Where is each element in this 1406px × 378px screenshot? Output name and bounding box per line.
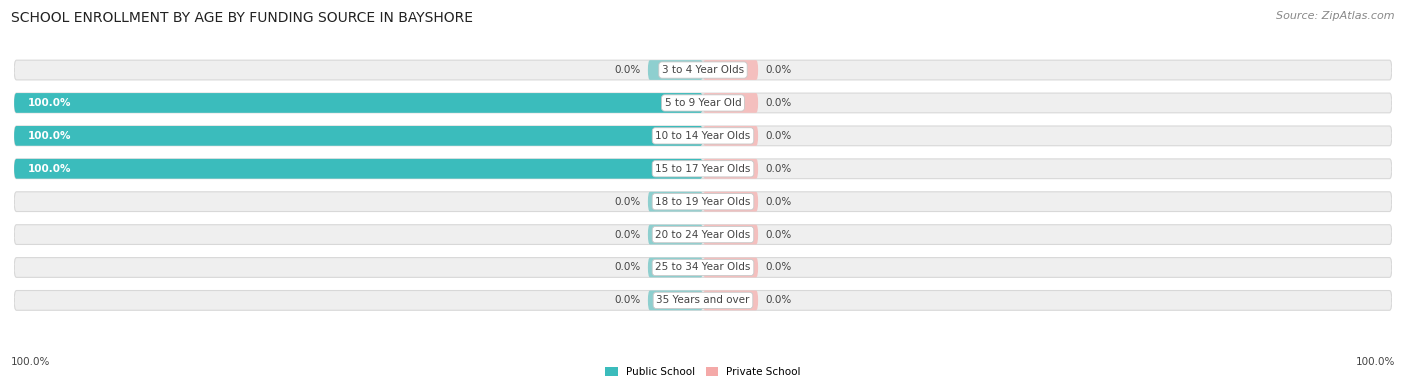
FancyBboxPatch shape: [703, 60, 758, 80]
Text: 0.0%: 0.0%: [765, 262, 792, 273]
Text: 5 to 9 Year Old: 5 to 9 Year Old: [665, 98, 741, 108]
Text: 0.0%: 0.0%: [765, 164, 792, 174]
Text: 100.0%: 100.0%: [28, 131, 72, 141]
Text: 0.0%: 0.0%: [614, 229, 641, 240]
Text: 10 to 14 Year Olds: 10 to 14 Year Olds: [655, 131, 751, 141]
FancyBboxPatch shape: [14, 192, 1392, 212]
FancyBboxPatch shape: [14, 258, 1392, 277]
Text: 3 to 4 Year Olds: 3 to 4 Year Olds: [662, 65, 744, 75]
FancyBboxPatch shape: [648, 192, 703, 212]
Text: 0.0%: 0.0%: [614, 197, 641, 207]
FancyBboxPatch shape: [648, 291, 703, 310]
Text: Source: ZipAtlas.com: Source: ZipAtlas.com: [1277, 11, 1395, 21]
Text: 100.0%: 100.0%: [28, 98, 72, 108]
Text: SCHOOL ENROLLMENT BY AGE BY FUNDING SOURCE IN BAYSHORE: SCHOOL ENROLLMENT BY AGE BY FUNDING SOUR…: [11, 11, 474, 25]
Legend: Public School, Private School: Public School, Private School: [600, 363, 806, 378]
Text: 0.0%: 0.0%: [765, 65, 792, 75]
Text: 100.0%: 100.0%: [28, 164, 72, 174]
Text: 100.0%: 100.0%: [1355, 357, 1395, 367]
FancyBboxPatch shape: [14, 93, 1392, 113]
Text: 0.0%: 0.0%: [765, 197, 792, 207]
Text: 20 to 24 Year Olds: 20 to 24 Year Olds: [655, 229, 751, 240]
Text: 18 to 19 Year Olds: 18 to 19 Year Olds: [655, 197, 751, 207]
FancyBboxPatch shape: [703, 126, 758, 146]
Text: 0.0%: 0.0%: [614, 65, 641, 75]
Text: 25 to 34 Year Olds: 25 to 34 Year Olds: [655, 262, 751, 273]
FancyBboxPatch shape: [14, 126, 1392, 146]
Text: 35 Years and over: 35 Years and over: [657, 295, 749, 305]
FancyBboxPatch shape: [703, 192, 758, 212]
Text: 0.0%: 0.0%: [614, 295, 641, 305]
FancyBboxPatch shape: [703, 93, 758, 113]
FancyBboxPatch shape: [14, 93, 703, 113]
FancyBboxPatch shape: [14, 291, 1392, 310]
Text: 0.0%: 0.0%: [765, 229, 792, 240]
FancyBboxPatch shape: [648, 225, 703, 245]
FancyBboxPatch shape: [14, 126, 703, 146]
FancyBboxPatch shape: [703, 258, 758, 277]
Text: 100.0%: 100.0%: [11, 357, 51, 367]
FancyBboxPatch shape: [14, 225, 1392, 245]
FancyBboxPatch shape: [703, 291, 758, 310]
FancyBboxPatch shape: [14, 60, 1392, 80]
FancyBboxPatch shape: [703, 159, 758, 179]
Text: 0.0%: 0.0%: [614, 262, 641, 273]
Text: 15 to 17 Year Olds: 15 to 17 Year Olds: [655, 164, 751, 174]
FancyBboxPatch shape: [703, 225, 758, 245]
FancyBboxPatch shape: [648, 60, 703, 80]
FancyBboxPatch shape: [14, 159, 703, 179]
Text: 0.0%: 0.0%: [765, 98, 792, 108]
Text: 0.0%: 0.0%: [765, 131, 792, 141]
FancyBboxPatch shape: [648, 258, 703, 277]
Text: 0.0%: 0.0%: [765, 295, 792, 305]
FancyBboxPatch shape: [14, 159, 1392, 179]
